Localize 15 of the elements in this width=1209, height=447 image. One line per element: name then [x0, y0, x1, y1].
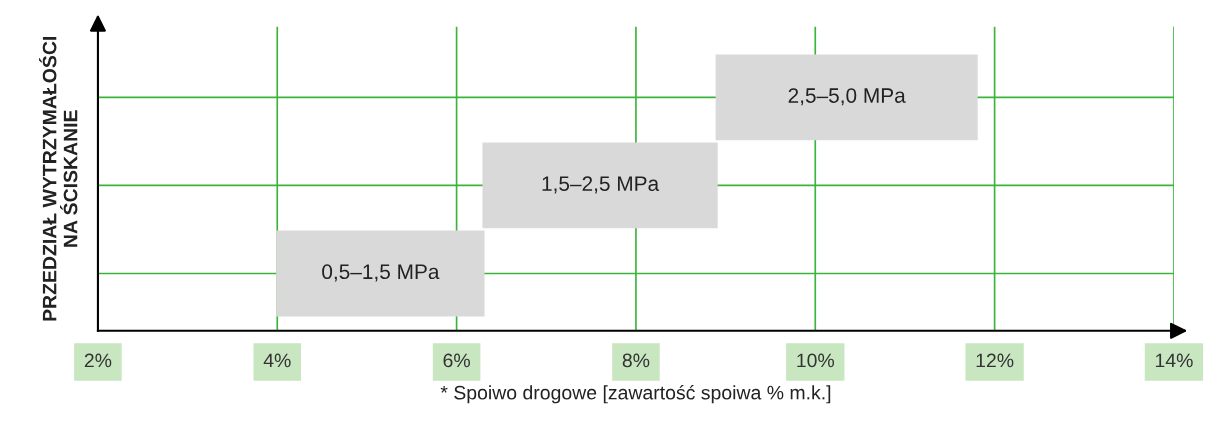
- x-tick-label: 6%: [443, 353, 470, 368]
- x-tick-label: 4%: [263, 353, 291, 368]
- x-tick-label: 10%: [797, 353, 835, 368]
- y-tick-label: 1,5–2,5 MPa: [542, 176, 660, 194]
- x-tick-label: 8%: [622, 353, 650, 368]
- x-axis-title: * Spoiwo drogowe [zawartość spoiwa % m.k.]: [440, 385, 831, 404]
- bar: [482, 142, 718, 229]
- bar: [715, 54, 978, 141]
- x-tick-label: 14%: [1155, 353, 1193, 368]
- y-tick-label: 2,5–5,0 MPa: [788, 88, 906, 106]
- bar: [276, 230, 485, 317]
- y-tick-label: 0,5–1,5 MPa: [322, 264, 440, 282]
- x-tick-label: 2%: [84, 353, 112, 368]
- y-axis-title: PRZEDZIAŁ WYTRZYMAŁOŚCI NA ŚCISKANIE: [39, 36, 78, 321]
- x-tick-label: 12%: [976, 353, 1014, 368]
